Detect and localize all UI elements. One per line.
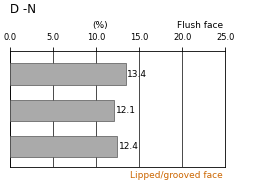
Bar [10,63,125,85]
Text: 12.4: 12.4 [119,142,138,151]
Text: D -N: D -N [10,3,36,16]
Text: (%): (%) [93,21,108,30]
Text: Flush face: Flush face [177,21,223,30]
Bar [10,100,114,121]
Text: 13.4: 13.4 [127,70,147,79]
Text: 12.1: 12.1 [116,106,136,115]
Bar [10,136,117,157]
Text: Lipped/grooved face: Lipped/grooved face [130,171,223,180]
